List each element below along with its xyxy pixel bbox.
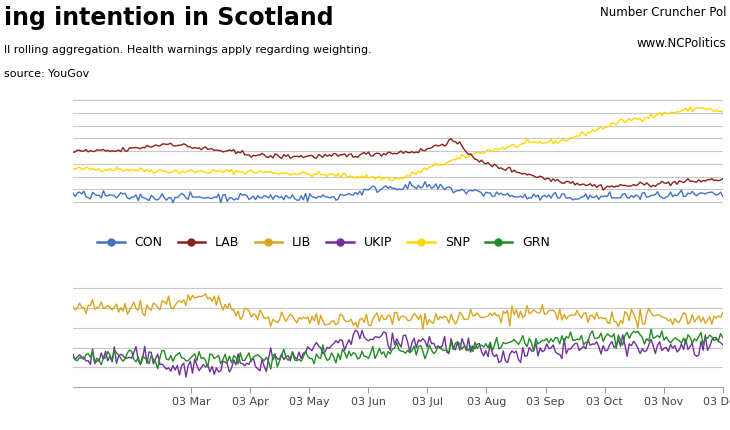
Text: www.NCPolitics: www.NCPolitics bbox=[637, 37, 726, 49]
Legend: CON, LAB, LIB, UKIP, SNP, GRN: CON, LAB, LIB, UKIP, SNP, GRN bbox=[92, 231, 555, 255]
Text: Number Cruncher Pol: Number Cruncher Pol bbox=[600, 6, 726, 19]
Text: ll rolling aggregation. Health warnings apply regarding weighting.: ll rolling aggregation. Health warnings … bbox=[4, 45, 372, 55]
Text: source: YouGov: source: YouGov bbox=[4, 69, 89, 79]
Text: ing intention in Scotland: ing intention in Scotland bbox=[4, 6, 334, 31]
